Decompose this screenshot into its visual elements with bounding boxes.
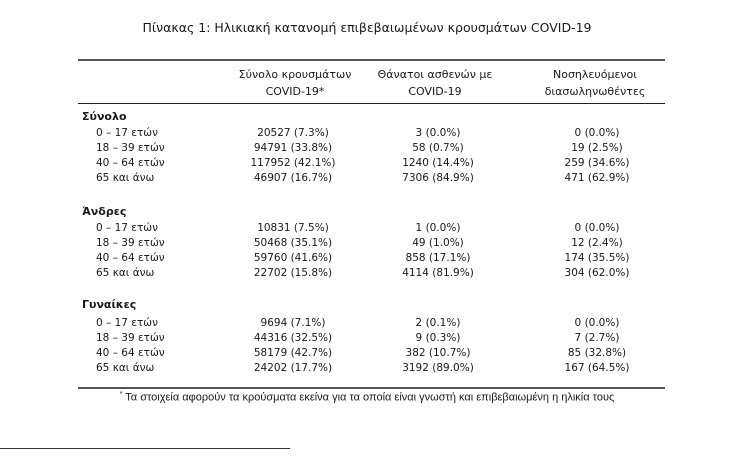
header-line: διασωληνωθέντες <box>544 85 646 98</box>
age-group-cell: 18 – 39 ετών <box>96 332 165 344</box>
header-line: COVID-19* <box>265 85 325 98</box>
table-row: 65 και άνω 46907 (16.7%) 7306 (84.9%) 471 (… <box>78 171 665 186</box>
table-row: 40 – 64 ετών 59760 (41.6%) 858 (17.1%) 174 … <box>78 251 665 266</box>
age-group-cell: 65 και άνω <box>96 362 155 374</box>
value-cell: 10831 (7.5%) <box>257 222 329 234</box>
value-cell: 22702 (15.8%) <box>253 267 333 279</box>
value-cell: 7 (2.7%) <box>574 332 620 344</box>
column-header-intubated: Νοσηλευόμενοι διασωληνωθέντες <box>530 66 660 100</box>
footnote: * Τα στοιχεία αφορούν τα κρούσματα εκείν… <box>0 391 734 404</box>
value-cell: 117952 (42.1%) <box>250 157 336 169</box>
header-line: Νοσηλευόμενοι <box>553 68 637 81</box>
table-row: 40 – 64 ετών 58179 (42.7%) 382 (10.7%) 85 (… <box>78 346 665 361</box>
value-cell: 46907 (16.7%) <box>253 172 333 184</box>
value-cell: 85 (32.8%) <box>567 347 627 359</box>
value-cell: 49 (1.0%) <box>412 237 464 249</box>
header-line: Θάνατοι ασθενών με <box>377 68 493 81</box>
value-cell: 24202 (17.7%) <box>253 362 333 374</box>
value-cell: 58 (0.7%) <box>412 142 464 154</box>
value-cell: 1 (0.0%) <box>415 222 461 234</box>
footnote-text: Τα στοιχεία αφορούν τα κρούσματα εκείνα … <box>125 391 615 404</box>
group-label: Σύνολο <box>82 110 127 123</box>
value-cell: 259 (34.6%) <box>564 157 630 169</box>
bottom-rule <box>78 387 665 389</box>
table-title: Πίνακας 1: Ηλικιακή κατανομή επιβεβαιωμέ… <box>142 20 592 35</box>
value-cell: 2 (0.1%) <box>415 317 461 329</box>
header-rule <box>78 103 665 104</box>
value-cell: 382 (10.7%) <box>405 347 471 359</box>
table-row: 18 – 39 ετών 94791 (33.8%) 58 (0.7%) 19 (2.… <box>78 141 665 156</box>
table-row: 0 – 17 ετών 20527 (7.3%) 3 (0.0%) 0 (0.0%) <box>78 126 665 141</box>
header-line: COVID-19 <box>408 85 462 98</box>
table-row: 65 και άνω 24202 (17.7%) 3192 (89.0%) 167 (… <box>78 361 665 376</box>
column-header-total-cases: Σύνολο κρουσμάτων COVID-19* <box>230 66 360 100</box>
value-cell: 0 (0.0%) <box>574 222 620 234</box>
group-label: Άνδρες <box>82 205 127 218</box>
value-cell: 20527 (7.3%) <box>257 127 329 139</box>
footnote-separator <box>0 448 290 449</box>
value-cell: 50468 (35.1%) <box>253 237 333 249</box>
table-row: 40 – 64 ετών 117952 (42.1%) 1240 (14.4%) 25… <box>78 156 665 171</box>
value-cell: 4114 (81.9%) <box>402 267 474 279</box>
value-cell: 9694 (7.1%) <box>260 317 326 329</box>
value-cell: 304 (62.0%) <box>564 267 630 279</box>
age-group-cell: 65 και άνω <box>96 267 155 279</box>
group-label: Γυναίκες <box>82 298 137 311</box>
value-cell: 58179 (42.7%) <box>253 347 333 359</box>
value-cell: 12 (2.4%) <box>571 237 623 249</box>
value-cell: 9 (0.3%) <box>415 332 461 344</box>
value-cell: 94791 (33.8%) <box>253 142 333 154</box>
age-group-cell: 0 – 17 ετών <box>96 127 158 139</box>
value-cell: 7306 (84.9%) <box>402 172 474 184</box>
value-cell: 3192 (89.0%) <box>402 362 474 374</box>
value-cell: 858 (17.1%) <box>405 252 471 264</box>
value-cell: 19 (2.5%) <box>571 142 623 154</box>
value-cell: 44316 (32.5%) <box>253 332 333 344</box>
table-row: 18 – 39 ετών 44316 (32.5%) 9 (0.3%) 7 (2.7%… <box>78 331 665 346</box>
table-row: 0 – 17 ετών 9694 (7.1%) 2 (0.1%) 0 (0.0%) <box>78 316 665 331</box>
top-rule <box>78 59 665 61</box>
table-row: 18 – 39 ετών 50468 (35.1%) 49 (1.0%) 12 (2.… <box>78 236 665 251</box>
footnote-mark: * <box>119 391 123 398</box>
age-group-cell: 40 – 64 ετών <box>96 157 165 169</box>
value-cell: 471 (62.9%) <box>564 172 630 184</box>
age-group-cell: 0 – 17 ετών <box>96 317 158 329</box>
value-cell: 59760 (41.6%) <box>253 252 333 264</box>
header-line: Σύνολο κρουσμάτων <box>238 68 352 81</box>
age-group-cell: 18 – 39 ετών <box>96 142 165 154</box>
value-cell: 174 (35.5%) <box>564 252 630 264</box>
value-cell: 0 (0.0%) <box>574 317 620 329</box>
value-cell: 3 (0.0%) <box>415 127 461 139</box>
value-cell: 0 (0.0%) <box>574 127 620 139</box>
table-row: 0 – 17 ετών 10831 (7.5%) 1 (0.0%) 0 (0.0%) <box>78 221 665 236</box>
value-cell: 1240 (14.4%) <box>402 157 474 169</box>
age-group-cell: 0 – 17 ετών <box>96 222 158 234</box>
value-cell: 167 (64.5%) <box>564 362 630 374</box>
age-group-cell: 40 – 64 ετών <box>96 252 165 264</box>
age-group-cell: 40 – 64 ετών <box>96 347 165 359</box>
age-group-cell: 18 – 39 ετών <box>96 237 165 249</box>
table-row: 65 και άνω 22702 (15.8%) 4114 (81.9%) 304 (… <box>78 266 665 281</box>
age-group-cell: 65 και άνω <box>96 172 155 184</box>
column-header-deaths: Θάνατοι ασθενών με COVID-19 <box>370 66 500 100</box>
